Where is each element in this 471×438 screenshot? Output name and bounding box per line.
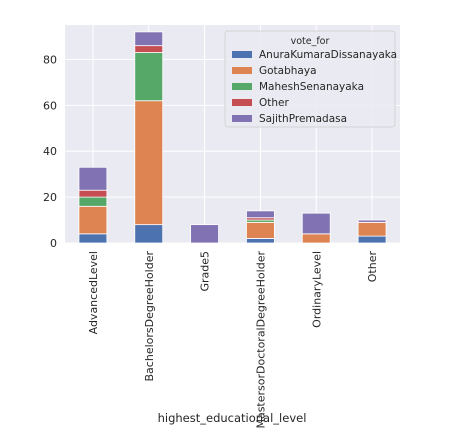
legend-swatch — [232, 51, 252, 58]
x-tick-label: AdvancedLevel — [87, 251, 100, 334]
legend-swatch — [232, 115, 252, 122]
bar-segment — [358, 222, 386, 236]
x-tick-label: MastersorDoctoralDegreeHolder — [254, 251, 267, 429]
bar-segment — [246, 211, 274, 218]
bar-segment — [79, 197, 107, 206]
bar-segment — [302, 234, 330, 243]
y-tick-label: 80 — [43, 53, 57, 66]
legend-label: Other — [259, 97, 289, 109]
y-tick-labels: 0 20 40 60 80 — [43, 53, 57, 250]
bar-segment — [302, 213, 330, 234]
y-tick-label: 0 — [50, 237, 57, 250]
bar-segment — [358, 236, 386, 243]
bar-segment — [79, 234, 107, 243]
x-tick-label: BachelorsDegreeHolder — [143, 251, 156, 382]
legend-swatch — [232, 67, 252, 74]
legend-label: Gotabhaya — [259, 65, 317, 77]
bar-segment — [191, 225, 219, 243]
y-tick-label: 40 — [43, 145, 57, 158]
legend-title: vote_for — [291, 36, 330, 47]
bar-segment — [79, 206, 107, 234]
legend: vote_for AnuraKumaraDissanayaka Gotabhaya… — [225, 31, 397, 127]
x-tick-labels: AdvancedLevel BachelorsDegreeHolder Grade5… — [87, 251, 379, 429]
y-tick-label: 20 — [43, 191, 57, 204]
bar-segment — [246, 238, 274, 243]
legend-swatch — [232, 83, 252, 90]
x-tick-label: Other — [366, 251, 379, 283]
legend-label: MaheshSenanayaka — [259, 81, 364, 93]
x-tick-label: OrdinaryLevel — [310, 251, 323, 328]
bar-segment — [79, 167, 107, 190]
legend-label: SajithPremadasa — [259, 113, 347, 125]
y-tick-label: 60 — [43, 99, 57, 112]
bar-segment — [79, 190, 107, 197]
legend-label: AnuraKumaraDissanayaka — [259, 49, 397, 61]
bar-segment — [135, 53, 163, 101]
x-axis-title: highest_educational_level — [158, 411, 307, 425]
bar-segment — [246, 222, 274, 238]
bar-segment — [135, 32, 163, 46]
legend-swatch — [232, 99, 252, 106]
bar-segment — [135, 101, 163, 225]
bar-segment — [135, 225, 163, 243]
x-tick-label: Grade5 — [199, 251, 212, 292]
bar-segment — [358, 220, 386, 222]
bar-segment — [135, 46, 163, 53]
